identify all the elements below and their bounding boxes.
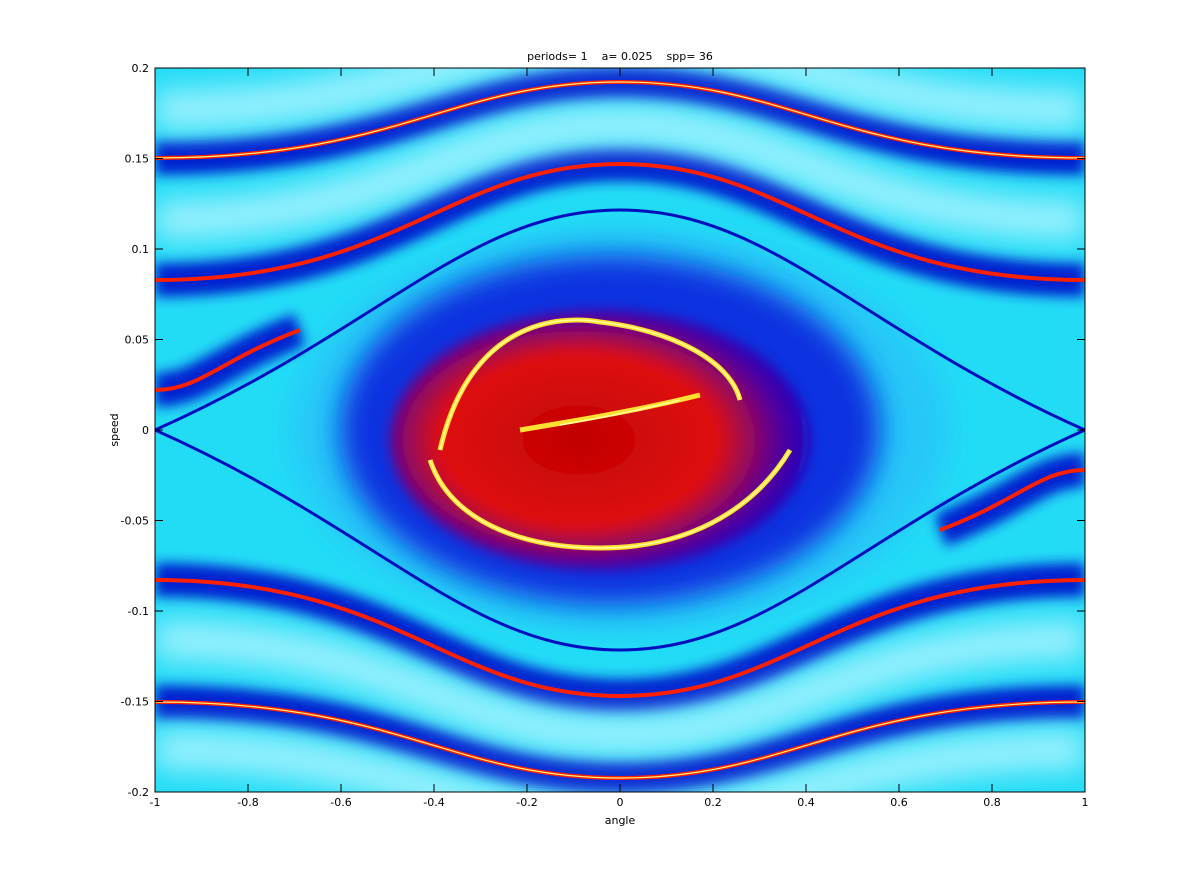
y-tick-label: 0	[142, 424, 149, 437]
x-tick-label: 0.6	[890, 796, 908, 809]
x-tick-label: 0	[617, 796, 624, 809]
chart-title: periods= 1 a= 0.025 spp= 36	[527, 50, 713, 63]
y-tick-label: -0.1	[128, 605, 149, 618]
y-tick-label: -0.05	[121, 515, 149, 528]
x-tick-label: -0.4	[423, 796, 444, 809]
x-tick-label: 1	[1082, 796, 1089, 809]
y-axis-label: speed	[108, 413, 121, 446]
x-tick-label: -0.8	[237, 796, 258, 809]
x-tick-label: -0.2	[516, 796, 537, 809]
y-tick-label: 0.05	[125, 334, 150, 347]
x-tick-label: 0.2	[704, 796, 722, 809]
x-tick-label: 0.4	[797, 796, 815, 809]
y-tick-label: 0.1	[132, 243, 150, 256]
x-tick-label: 0.8	[983, 796, 1001, 809]
x-axis-label: angle	[605, 814, 636, 827]
x-tick-label: -0.6	[330, 796, 351, 809]
phase-image	[155, 68, 1085, 792]
y-tick-label: -0.2	[128, 786, 149, 799]
y-tick-label: -0.15	[121, 696, 149, 709]
x-tick-label: -1	[150, 796, 161, 809]
y-tick-label: 0.2	[132, 62, 150, 75]
y-tick-label: 0.15	[125, 153, 150, 166]
